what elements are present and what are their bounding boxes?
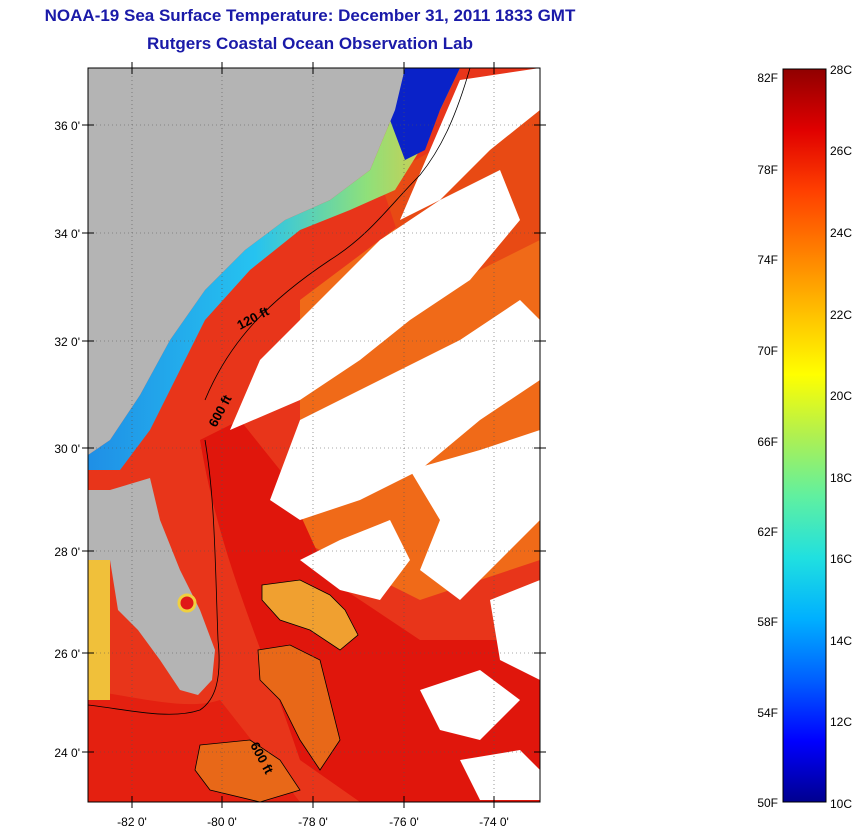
map-graticule — [88, 68, 540, 802]
latitude-labels: 36 0' 34 0' 32 0' 30 0' 28 0' 26 0' 24 0… — [54, 119, 80, 760]
lat-label-28: 28 0' — [54, 545, 80, 559]
lake-okeechobee — [177, 593, 197, 613]
lon-label-82: -82 0' — [117, 815, 147, 829]
map-title: NOAA-19 Sea Surface Temperature: Decembe… — [44, 6, 576, 25]
lon-label-80: -80 0' — [207, 815, 237, 829]
lat-label-24: 24 0' — [54, 746, 80, 760]
cold-sound-water — [390, 68, 460, 160]
lon-label-74: -74 0' — [479, 815, 509, 829]
gulf-shelf-water — [88, 560, 110, 700]
map-subtitle: Rutgers Coastal Ocean Observation Lab — [147, 34, 473, 53]
great-bahama-bank — [257, 644, 341, 771]
lon-label-76: -76 0' — [389, 815, 419, 829]
land-us-southeast — [88, 68, 405, 455]
lat-label-36: 36 0' — [54, 119, 80, 133]
lat-label-26: 26 0' — [54, 647, 80, 661]
little-bahama-bank — [261, 579, 359, 651]
map-frame — [87, 67, 541, 803]
map-imagery — [88, 68, 540, 802]
land-florida — [110, 478, 215, 695]
land-gulf-coast — [88, 490, 110, 560]
longitude-labels: -82 0' -80 0' -78 0' -76 0' -74 0' — [117, 815, 509, 829]
lat-label-32: 32 0' — [54, 335, 80, 349]
contour-600ft — [88, 439, 220, 715]
axis-ticks — [82, 62, 546, 808]
cay-sal-bank — [194, 739, 301, 802]
lat-label-30: 30 0' — [54, 442, 80, 456]
lon-label-78: -78 0' — [298, 815, 328, 829]
contour-120ft — [204, 68, 471, 401]
lat-label-34: 34 0' — [54, 227, 80, 241]
cloud-cover — [230, 68, 540, 800]
